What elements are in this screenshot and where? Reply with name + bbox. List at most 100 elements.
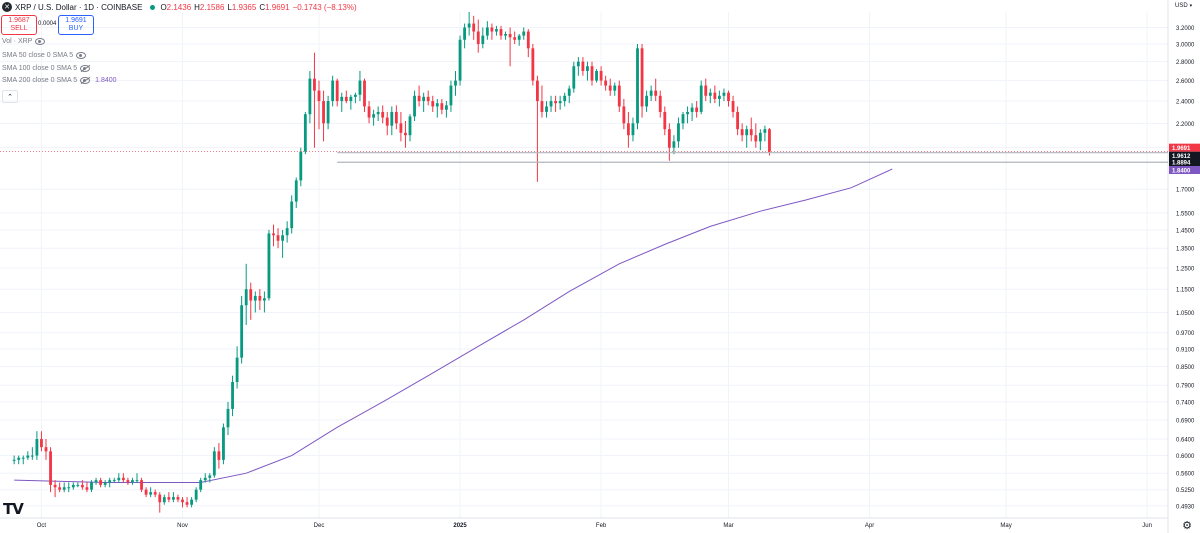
candle-body	[431, 101, 435, 107]
indicator-sma50[interactable]: SMA 50 close 0 SMA 5	[2, 52, 87, 59]
tradingview-logo[interactable]: TV	[3, 500, 24, 518]
candle-body	[636, 48, 639, 124]
candle-body	[604, 80, 608, 86]
indicator-sma100[interactable]: SMA 100 close 0 SMA 5	[2, 65, 91, 72]
candle-body	[208, 475, 212, 478]
eye-icon[interactable]	[35, 38, 46, 45]
market-status-icon	[150, 4, 156, 10]
candle-body	[717, 95, 721, 99]
sma200-value: 1.8400	[95, 77, 117, 84]
y-tick-label: 0.7900	[1176, 384, 1195, 390]
candle-body	[267, 233, 271, 299]
candle-body	[435, 103, 439, 107]
candle-body	[608, 85, 612, 91]
candle-body	[290, 201, 294, 229]
candle-body	[454, 80, 457, 86]
eye-off-icon[interactable]	[80, 65, 91, 72]
candle-body	[217, 451, 221, 460]
low-label: L	[227, 2, 232, 12]
candle-body	[344, 96, 348, 102]
x-tick-label: Jun	[1142, 523, 1152, 529]
price-label-bg	[1169, 143, 1200, 152]
candle-body	[713, 92, 717, 99]
candle-body	[667, 129, 671, 148]
x-tick-label: Oct	[37, 523, 47, 529]
candle-body	[740, 129, 744, 136]
candle-body	[126, 480, 130, 483]
candle-body	[244, 289, 248, 306]
collapse-legend-button[interactable]: ⌃	[2, 90, 18, 103]
candle-body	[658, 95, 662, 112]
candle-body	[663, 111, 667, 130]
candle-body	[413, 95, 416, 117]
indicator-label: SMA 100 close 0 SMA 5	[2, 65, 78, 72]
y-tick-label: 2.8000	[1176, 60, 1195, 66]
candle-body	[631, 123, 635, 136]
candle-body	[381, 111, 385, 118]
currency-selector[interactable]: USD ▾	[1175, 3, 1192, 9]
y-tick-label: 1.0500	[1176, 311, 1195, 317]
candle-body	[26, 455, 30, 458]
price-label-bg	[1169, 166, 1200, 175]
candle-body	[390, 111, 394, 126]
candle-body	[485, 27, 489, 36]
indicator-volume[interactable]: Vol · XRP	[2, 38, 46, 45]
candle-body	[736, 111, 740, 130]
candle-body	[708, 92, 712, 96]
candle-body	[526, 31, 530, 49]
candle-body	[499, 29, 503, 36]
candle-body	[190, 499, 194, 505]
candle-body	[372, 114, 376, 118]
candle-body	[426, 96, 430, 102]
candle-body	[376, 111, 380, 115]
indicator-label: SMA 200 close 0 SMA 5	[2, 77, 78, 84]
candle-body	[349, 96, 353, 102]
candle-body	[444, 105, 448, 110]
candle-body	[144, 489, 148, 495]
candle-body	[626, 123, 630, 136]
sell-button[interactable]: 1.9687 SELL	[1, 15, 37, 35]
candle-body	[417, 95, 421, 102]
buy-button[interactable]: 1.9691 BUY	[58, 15, 94, 35]
candle-body	[30, 455, 34, 457]
candle-body	[476, 31, 480, 45]
candle-body	[613, 85, 617, 91]
y-tick-label: 0.6400	[1176, 438, 1195, 444]
candle-body	[40, 439, 43, 448]
candle-body	[463, 27, 467, 40]
candle-body	[335, 80, 339, 102]
gear-icon[interactable]: ⚙	[1182, 518, 1192, 532]
candle-body	[294, 180, 298, 202]
candle-body	[640, 48, 644, 107]
sell-price: 1.9687	[8, 17, 30, 24]
candle-body	[535, 80, 539, 102]
candle-body	[103, 482, 107, 485]
indicator-sma200[interactable]: SMA 200 close 0 SMA 5 1.8400	[2, 77, 117, 84]
low-value: 1.9365	[231, 2, 257, 12]
candle-body	[80, 484, 84, 488]
candle-body	[185, 502, 189, 505]
price-label: 1.8894	[1172, 161, 1191, 167]
candle-body	[758, 132, 762, 142]
candle-body	[654, 90, 658, 96]
price-label-bg	[1169, 158, 1200, 167]
candle-body	[472, 23, 476, 32]
candle-body	[467, 23, 471, 28]
chevron-down-icon: ▾	[1189, 3, 1193, 9]
symbol-title[interactable]: XRP / U.S. Dollar · 1D · COINBASE	[15, 2, 143, 12]
eye-icon[interactable]	[76, 52, 87, 59]
candle-body	[763, 129, 767, 133]
candle-body	[727, 92, 730, 102]
candle-body	[299, 151, 303, 181]
eye-off-icon[interactable]	[80, 77, 91, 84]
candle-body	[135, 480, 139, 482]
y-tick-label: 0.7400	[1176, 400, 1195, 406]
candle-body	[258, 295, 262, 301]
y-tick-label: 1.5500	[1176, 211, 1195, 217]
y-tick-label: 0.9100	[1176, 348, 1195, 354]
candle-body	[622, 106, 626, 124]
candle-body	[599, 70, 603, 81]
candle-body	[490, 27, 494, 32]
spread-value: 0.0004	[38, 21, 57, 27]
